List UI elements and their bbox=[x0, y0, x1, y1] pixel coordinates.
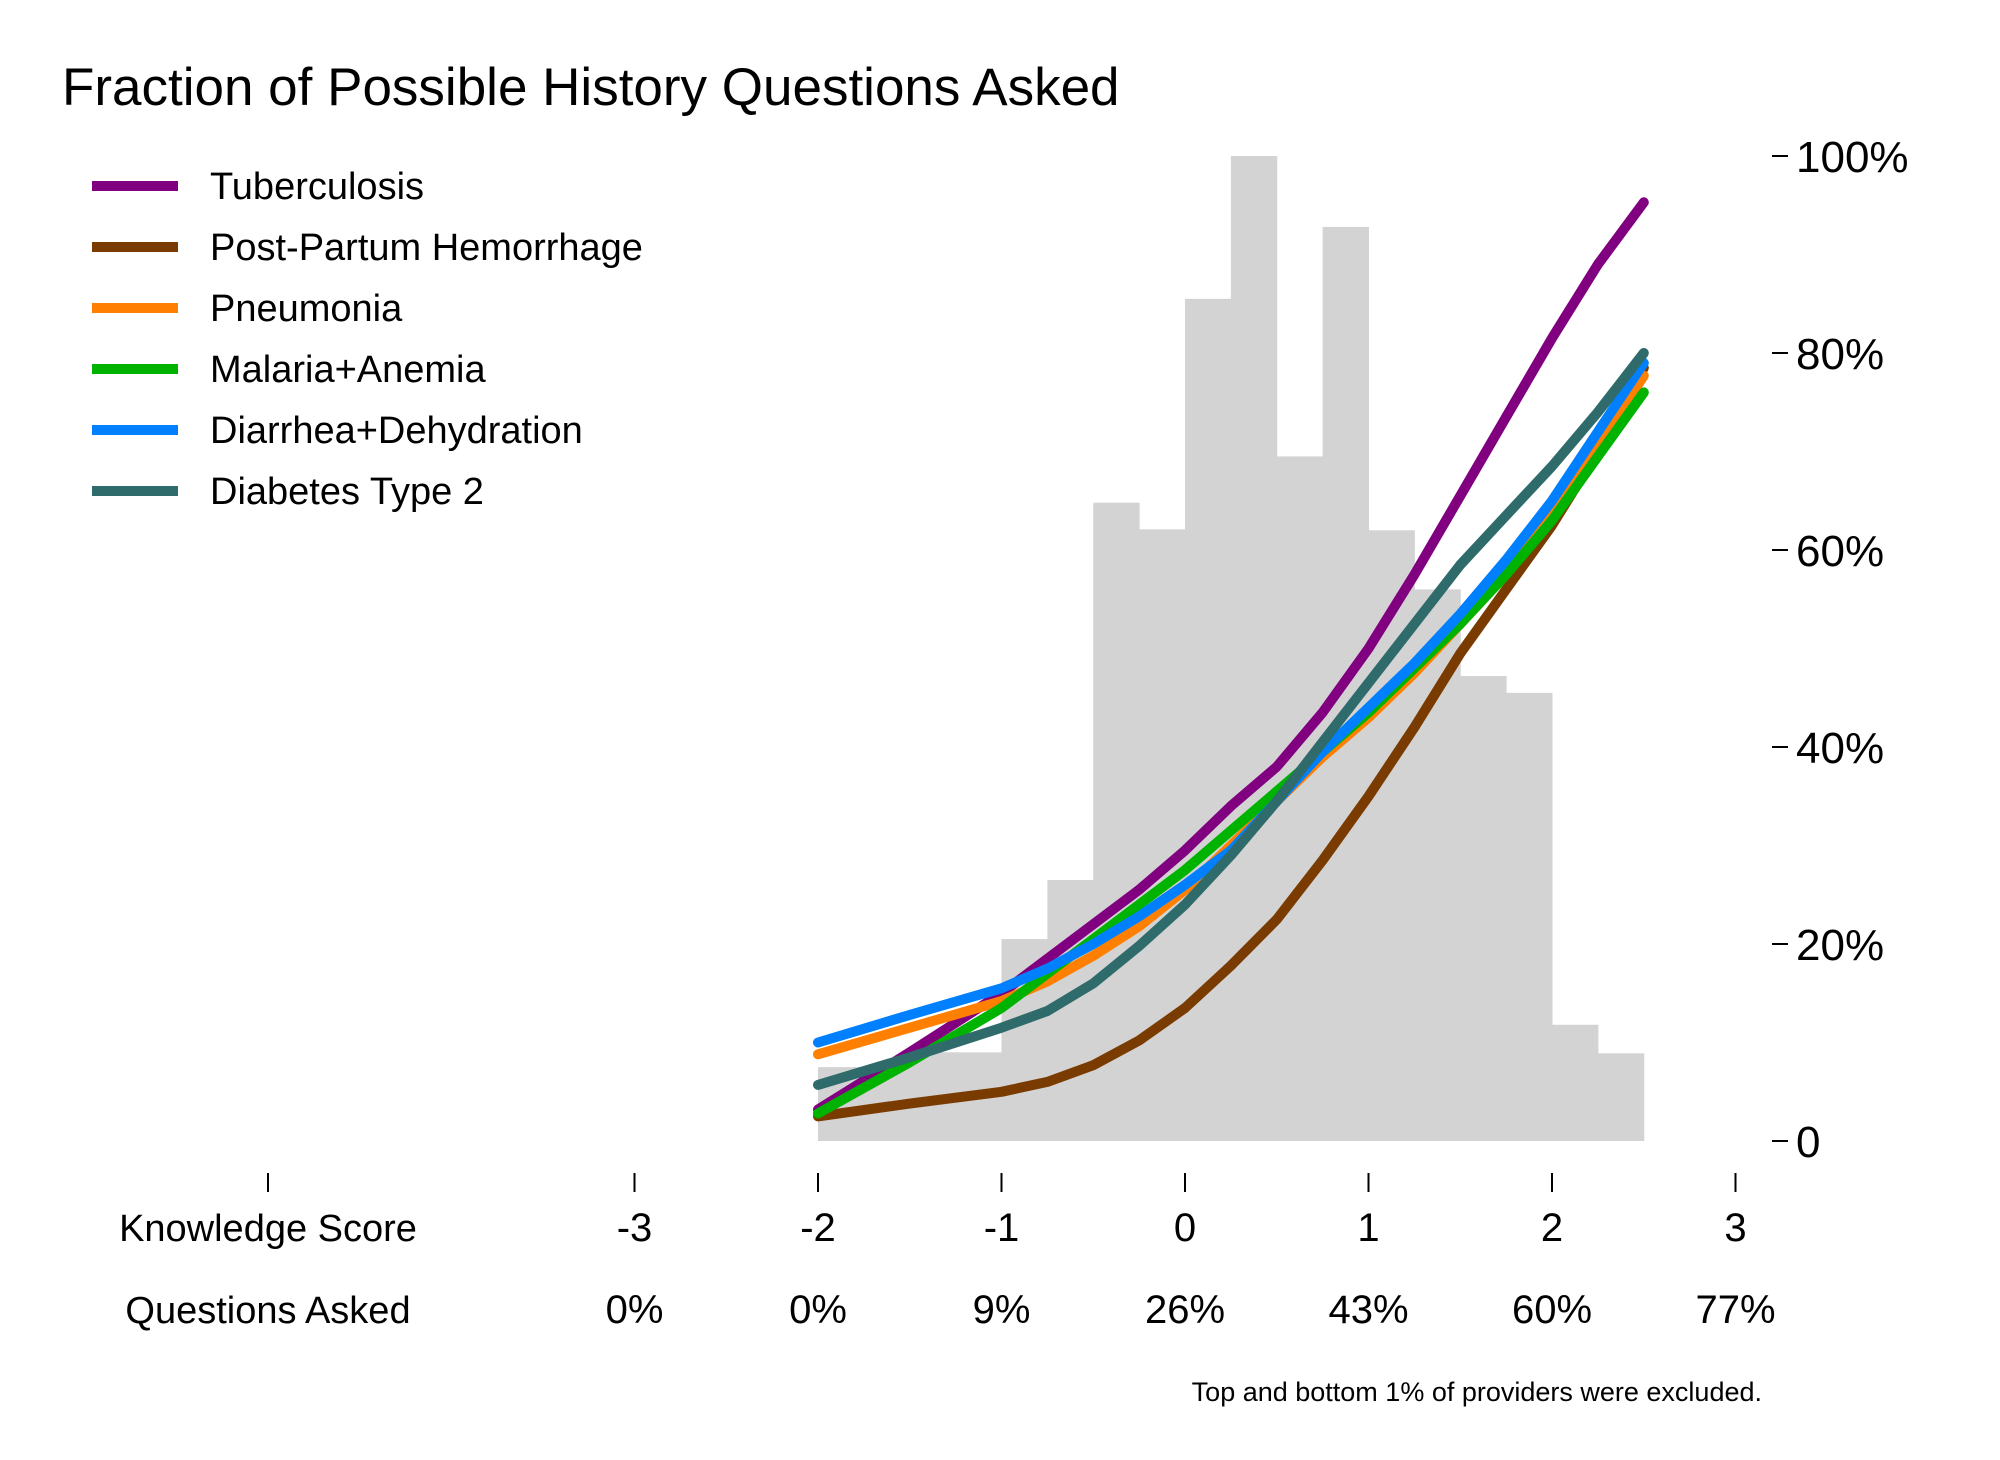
x-secondary-label-3: 26% bbox=[1145, 1288, 1225, 1332]
x-tick-label-4: 1 bbox=[1357, 1206, 1379, 1250]
chart-title: Fraction of Possible History Questions A… bbox=[62, 58, 1120, 117]
x-tick-label-5: 2 bbox=[1541, 1206, 1563, 1250]
y-tick-label-1: 20% bbox=[1796, 921, 1884, 970]
x-secondary-label-5: 60% bbox=[1512, 1288, 1592, 1332]
histogram-bar-17 bbox=[1597, 1053, 1645, 1141]
x-tick-label-6: 3 bbox=[1724, 1206, 1746, 1250]
x-secondary-label-4: 43% bbox=[1328, 1288, 1408, 1332]
histogram-bar-16 bbox=[1552, 1024, 1599, 1141]
histogram-bar-15 bbox=[1506, 692, 1553, 1141]
histogram-bar-9 bbox=[1230, 156, 1278, 1141]
x-tick-label-1: -2 bbox=[800, 1206, 836, 1250]
legend-label-post-partum-hemorrhage: Post-Partum Hemorrhage bbox=[210, 227, 643, 269]
x-axis-row-label-questions: Questions Asked bbox=[125, 1290, 410, 1332]
x-secondary-label-1: 0% bbox=[789, 1288, 847, 1332]
series-line-post-partum-hemorrhage bbox=[813, 362, 1649, 1122]
histogram bbox=[818, 156, 1645, 1142]
y-tick-label-3: 60% bbox=[1796, 527, 1884, 576]
x-tick-label-0: -3 bbox=[617, 1206, 653, 1250]
series-line-malaria-anemia bbox=[813, 387, 1649, 1119]
x-secondary-label-2: 9% bbox=[973, 1288, 1031, 1332]
histogram-bar-7 bbox=[1139, 529, 1186, 1141]
legend-label-malaria-anemia: Malaria+Anemia bbox=[210, 349, 486, 391]
series-line-diabetes-type-2 bbox=[813, 348, 1649, 1090]
y-axis: 0 20% 40% 60% 80% 100% bbox=[1772, 133, 1909, 1167]
footnote: Top and bottom 1% of providers were excl… bbox=[1192, 1377, 1762, 1407]
x-tick-label-2: -1 bbox=[984, 1206, 1020, 1250]
x-axis: Knowledge Score Questions Asked -3 0% -2 0%… bbox=[119, 1173, 1776, 1332]
histogram-bar-14 bbox=[1460, 676, 1507, 1141]
histogram-bar-12 bbox=[1368, 530, 1415, 1141]
histogram-bar-8 bbox=[1185, 298, 1232, 1141]
histogram-bar-6 bbox=[1093, 502, 1140, 1142]
y-tick-label-5: 100% bbox=[1796, 133, 1909, 182]
x-tick-label-3: 0 bbox=[1174, 1206, 1196, 1250]
legend-label-pneumonia: Pneumonia bbox=[210, 288, 403, 330]
y-tick-label-4: 80% bbox=[1796, 330, 1884, 379]
legend-label-tuberculosis: Tuberculosis bbox=[210, 166, 424, 208]
legend-label-diarrhea-dehydration: Diarrhea+Dehydration bbox=[210, 410, 583, 452]
y-tick-label-0: 0 bbox=[1796, 1118, 1820, 1167]
x-axis-row-label-knowledge: Knowledge Score bbox=[119, 1208, 417, 1250]
legend: Tuberculosis Post-Partum Hemorrhage Pneumo… bbox=[92, 166, 643, 513]
series-lines bbox=[813, 197, 1649, 1122]
x-secondary-label-6: 77% bbox=[1695, 1288, 1775, 1332]
x-secondary-label-0: 0% bbox=[606, 1288, 664, 1332]
legend-label-diabetes-type-2: Diabetes Type 2 bbox=[210, 471, 484, 513]
y-tick-label-2: 40% bbox=[1796, 724, 1884, 773]
